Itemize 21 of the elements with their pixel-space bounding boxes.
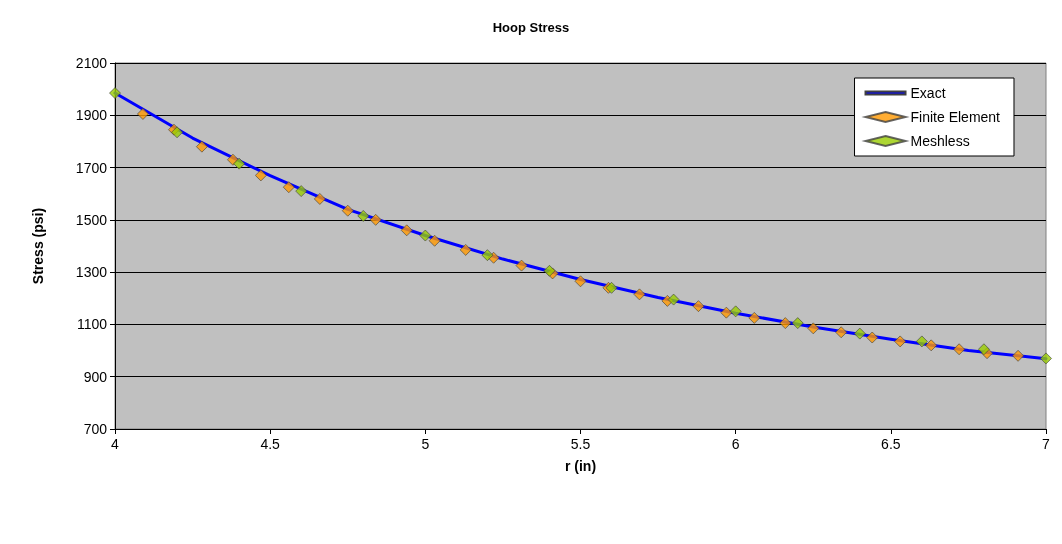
legend-label: Finite Element — [910, 109, 1001, 125]
y-tick-label: 900 — [83, 368, 108, 385]
y-tick-label: 1100 — [76, 316, 108, 333]
y-tick-label: 1900 — [75, 107, 108, 124]
y-tick-label: 1500 — [75, 211, 108, 228]
y-tick-label: 1300 — [75, 264, 108, 281]
x-tick-label: 7 — [1042, 436, 1051, 452]
y-tick-label: 1700 — [75, 159, 108, 176]
x-tick-label: 6.5 — [881, 436, 901, 452]
x-tick-label: 5 — [421, 436, 430, 452]
y-axis-title: Stress (psi) — [30, 207, 46, 285]
x-tick-label: 4 — [111, 436, 120, 452]
legend-label: Meshless — [910, 133, 970, 149]
x-tick-label: 4.5 — [260, 436, 281, 452]
x-tick-label: 5.5 — [570, 436, 591, 452]
x-axis-title: r (in) — [564, 458, 597, 474]
legend-label: Exact — [910, 85, 946, 101]
x-tick-label: 6 — [731, 436, 740, 452]
chart-title: Hoop Stress — [492, 20, 570, 35]
y-tick-label: 2100 — [75, 55, 108, 71]
y-tick-label: 700 — [83, 421, 108, 437]
